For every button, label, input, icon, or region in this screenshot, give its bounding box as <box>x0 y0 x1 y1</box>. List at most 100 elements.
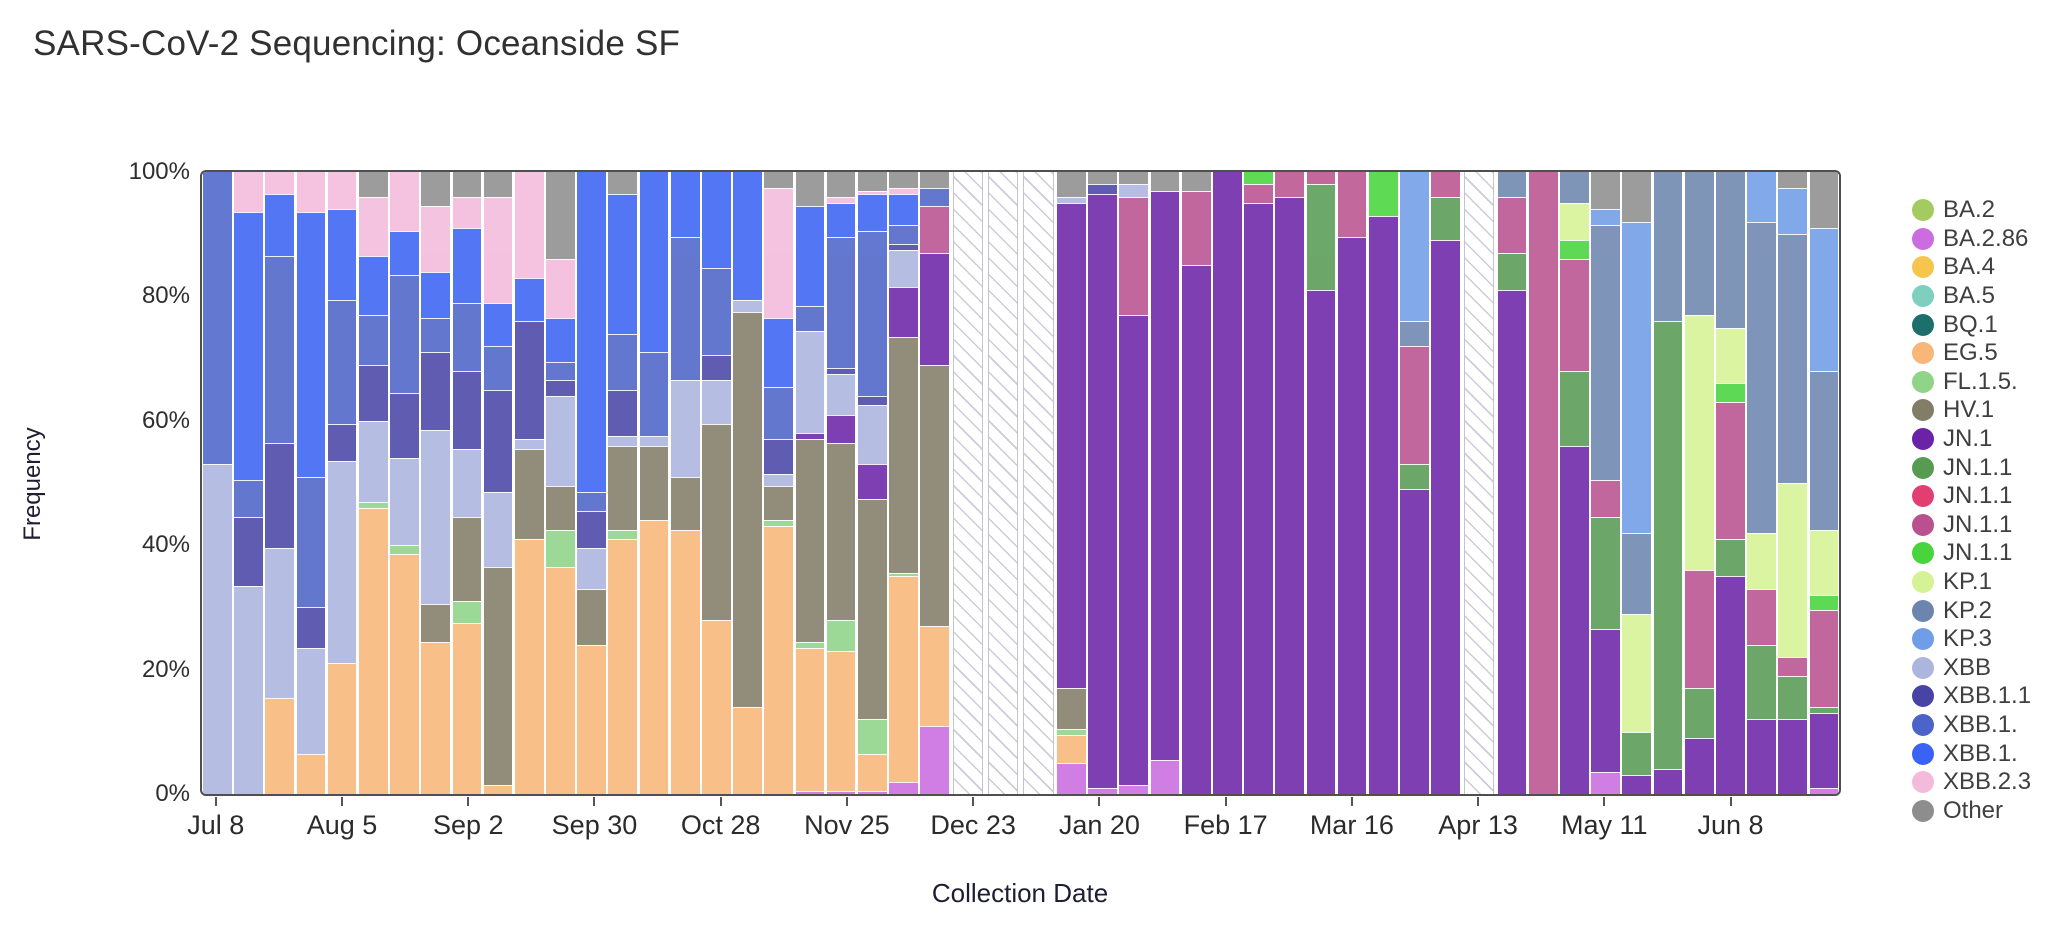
bar-segment[interactable] <box>608 333 638 390</box>
bar-segment[interactable] <box>483 389 513 493</box>
bar-segment[interactable] <box>1057 196 1086 204</box>
bar-segment[interactable] <box>889 193 918 225</box>
bar-segment[interactable] <box>1809 227 1839 372</box>
bar-segment[interactable] <box>1716 538 1745 577</box>
bar-segment[interactable] <box>857 190 887 194</box>
bar-segment[interactable] <box>483 302 513 347</box>
bar-segment[interactable] <box>733 706 762 794</box>
bar-segment[interactable] <box>1275 172 1305 197</box>
stacked-bar[interactable] <box>764 172 794 794</box>
bar-segment[interactable] <box>1653 769 1683 794</box>
bar-segment[interactable] <box>608 389 638 437</box>
bar-segment[interactable] <box>1560 240 1589 260</box>
bar-segment[interactable] <box>826 196 856 204</box>
bar-segment[interactable] <box>1778 675 1808 720</box>
bar-segment[interactable] <box>546 566 575 794</box>
bar-segment[interactable] <box>1809 706 1839 714</box>
bar-segment[interactable] <box>795 433 825 440</box>
legend-item[interactable]: KP.1 <box>1912 568 2031 597</box>
bar-segment[interactable] <box>1747 719 1776 794</box>
bar-segment[interactable] <box>358 364 388 421</box>
bar-segment[interactable] <box>296 607 326 648</box>
bar-segment[interactable] <box>764 439 794 474</box>
bar-segment[interactable] <box>1181 172 1211 191</box>
legend-item[interactable]: JN.1.1 <box>1912 453 2031 482</box>
bar-segment[interactable] <box>1591 517 1620 630</box>
bar-segment[interactable] <box>639 172 669 353</box>
bar-segment[interactable] <box>1057 728 1086 735</box>
bar-segment[interactable] <box>265 697 295 794</box>
bar-segment[interactable] <box>1778 172 1808 188</box>
legend-item[interactable]: Other <box>1912 796 2031 825</box>
bar-segment[interactable] <box>1400 346 1429 465</box>
legend-item[interactable]: KP.2 <box>1912 596 2031 625</box>
bar-segment[interactable] <box>639 520 669 794</box>
bar-segment[interactable] <box>1431 240 1460 794</box>
bar-segment[interactable] <box>358 420 388 502</box>
bar-segment[interactable] <box>1747 532 1776 589</box>
bar-segment[interactable] <box>1560 371 1589 446</box>
bar-segment[interactable] <box>421 604 450 642</box>
stacked-bar[interactable] <box>733 172 762 794</box>
bar-segment[interactable] <box>390 231 419 275</box>
stacked-bar[interactable] <box>1747 172 1776 794</box>
stacked-bar[interactable] <box>358 172 388 794</box>
bar-segment[interactable] <box>889 172 918 188</box>
bar-segment[interactable] <box>1622 775 1652 794</box>
bar-segment[interactable] <box>265 172 295 194</box>
stacked-bar[interactable] <box>1528 172 1558 794</box>
legend-item[interactable]: XBB <box>1912 654 2031 683</box>
bar-segment[interactable] <box>234 517 263 586</box>
bar-segment[interactable] <box>857 193 887 232</box>
bar-segment[interactable] <box>296 753 326 794</box>
bar-segment[interactable] <box>296 172 326 213</box>
bar-segment[interactable] <box>1747 221 1776 533</box>
bar-segment[interactable] <box>546 172 575 260</box>
bar-segment[interactable] <box>327 461 357 664</box>
stacked-bar[interactable] <box>296 172 326 794</box>
bar-segment[interactable] <box>1057 172 1086 197</box>
stacked-bar[interactable] <box>1337 172 1367 794</box>
bar-segment[interactable] <box>421 641 450 794</box>
bar-segment[interactable] <box>421 430 450 605</box>
bar-segment[interactable] <box>1150 190 1180 760</box>
bar-segment[interactable] <box>920 364 949 627</box>
bar-segment[interactable] <box>546 259 575 319</box>
bar-segment[interactable] <box>327 299 357 424</box>
bar-segment[interactable] <box>1591 772 1620 794</box>
legend-item[interactable]: JN.1.1 <box>1912 482 2031 511</box>
bar-segment[interactable] <box>639 352 669 437</box>
bar-segment[interactable] <box>733 299 762 312</box>
stacked-bar[interactable] <box>452 172 482 794</box>
bar-segment[interactable] <box>452 227 482 303</box>
bar-segment[interactable] <box>889 781 918 794</box>
stacked-bar[interactable] <box>889 172 918 794</box>
bar-segment[interactable] <box>764 526 794 794</box>
stacked-bar[interactable] <box>1275 172 1305 794</box>
bar-segment[interactable] <box>1306 184 1336 291</box>
bar-segment[interactable] <box>421 352 450 431</box>
bar-segment[interactable] <box>452 196 482 228</box>
bar-segment[interactable] <box>1716 327 1745 384</box>
bar-segment[interactable] <box>390 554 419 794</box>
bar-segment[interactable] <box>358 315 388 365</box>
bar-segment[interactable] <box>1809 787 1839 794</box>
bar-segment[interactable] <box>1716 383 1745 403</box>
bar-segment[interactable] <box>920 252 949 365</box>
bar-segment[interactable] <box>1560 172 1589 204</box>
stacked-bar[interactable] <box>577 172 606 794</box>
bar-segment[interactable] <box>1431 172 1460 197</box>
bar-segment[interactable] <box>296 212 326 477</box>
bar-segment[interactable] <box>1088 172 1117 185</box>
bar-segment[interactable] <box>452 371 482 449</box>
bar-segment[interactable] <box>265 193 295 256</box>
legend-item[interactable]: KP.3 <box>1912 625 2031 654</box>
bar-segment[interactable] <box>483 172 513 197</box>
bar-segment[interactable] <box>1684 315 1714 571</box>
stacked-bar[interactable] <box>203 172 232 794</box>
stacked-bar[interactable] <box>514 172 544 794</box>
bar-segment[interactable] <box>702 355 731 381</box>
stacked-bar[interactable] <box>795 172 825 794</box>
bar-segment[interactable] <box>795 206 825 306</box>
stacked-bar[interactable] <box>327 172 357 794</box>
